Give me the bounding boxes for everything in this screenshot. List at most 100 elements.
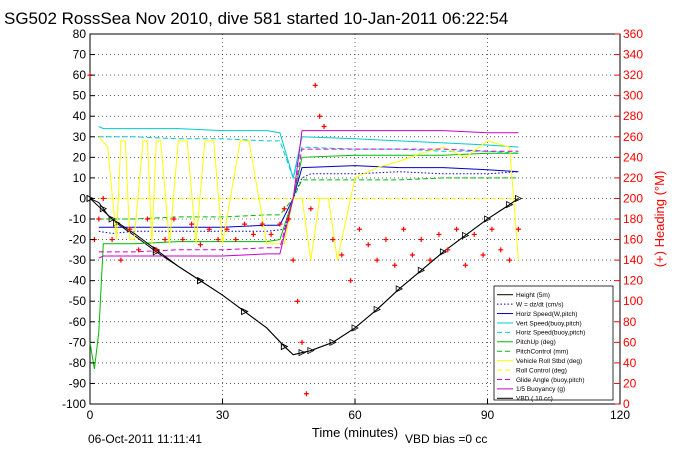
legend-label: Vehicle Roll Stbd (deg) (516, 358, 582, 365)
data-point (280, 342, 289, 351)
right-tick-label: 240 (623, 150, 643, 164)
legend-box (493, 285, 614, 401)
data-point (86, 194, 94, 203)
heading-point (330, 237, 336, 243)
heading-point (268, 231, 274, 237)
heading-point (189, 221, 195, 227)
heading-point (392, 262, 398, 268)
right-axis-ticks: 3603403203002802602402202001801601401201… (615, 27, 643, 411)
heading-point (489, 226, 495, 232)
data-point (298, 348, 306, 357)
x-axis-label: Time (minutes) (312, 425, 398, 440)
heading-point (317, 113, 323, 119)
legend-label: PitchControl (mm) (516, 349, 568, 356)
heading-point (295, 298, 301, 304)
left-tick-label: -40 (69, 274, 87, 288)
x-tick-label: 60 (348, 408, 362, 422)
right-tick-label: 360 (623, 27, 643, 41)
heading-point (365, 242, 371, 248)
data-point (506, 200, 514, 209)
x-axis-ticks: 0 30 60 90 120 (87, 399, 630, 422)
legend-label: Vert Speed(buoy,pitch) (516, 320, 582, 327)
heading-point (242, 221, 248, 227)
heading-point (224, 226, 230, 232)
left-tick-label: -60 (69, 315, 87, 329)
legend-label: Roll Control (deg) (516, 367, 567, 374)
right-tick-label: 280 (623, 109, 643, 123)
heading-point (409, 252, 415, 258)
right-tick-label: 0 (623, 397, 630, 411)
legend-label: Height (5m) (516, 292, 550, 299)
left-tick-label: -80 (69, 356, 87, 370)
right-tick-label: 260 (623, 130, 643, 144)
series-horz_buoy (98, 136, 519, 180)
heading-point (471, 231, 477, 237)
heading-point (286, 216, 292, 222)
heading-point (515, 226, 521, 232)
left-tick-label: -50 (69, 294, 87, 308)
legend-label: VBD ( 10 cc) (516, 396, 553, 403)
data-point (395, 285, 404, 293)
right-tick-label: 300 (623, 89, 643, 103)
heading-point (427, 257, 433, 263)
heading-point (339, 252, 345, 258)
data-point (197, 277, 205, 285)
footer-date: 06-Oct-2011 11:11:41 (88, 432, 202, 446)
left-tick-label: 70 (73, 48, 87, 62)
data-point (307, 346, 315, 355)
data-point (351, 324, 359, 332)
series-vert_buoy (98, 126, 519, 179)
x-tick-label: 30 (216, 408, 230, 422)
chart-title: SG502 RossSea Nov 2010, dive 581 started… (4, 9, 508, 28)
left-tick-label: -70 (69, 335, 87, 349)
heading-point (162, 237, 168, 243)
heading-point (308, 206, 314, 212)
data-point (462, 231, 470, 240)
series-roll (98, 136, 519, 261)
heading-point (277, 221, 283, 227)
right-tick-label: 160 (623, 233, 643, 247)
series-buoy (98, 130, 519, 259)
legend-label: Horiz Speed(W,pitch) (516, 311, 577, 318)
heading-point (127, 226, 133, 232)
heading-point (100, 195, 106, 201)
heading-point (299, 339, 305, 345)
left-tick-label: 50 (73, 89, 87, 103)
right-axis-label: (+) Heading (°M) (652, 171, 667, 268)
heading-point (118, 257, 124, 263)
heading-point (96, 216, 102, 222)
heading-point (250, 231, 256, 237)
heading-point (374, 257, 380, 263)
left-tick-label: 10 (73, 171, 87, 185)
heading-point (462, 262, 468, 268)
heading-point (215, 237, 221, 243)
legend-label: 1/5 Buoyancy (g) (516, 386, 565, 393)
heading-point (418, 237, 424, 243)
heading-point (454, 226, 460, 232)
right-tick-label: 80 (623, 315, 637, 329)
left-tick-label: -30 (69, 253, 87, 267)
legend-label: Horiz Speed(buoy,pitch) (516, 330, 585, 337)
heading-point (259, 221, 265, 227)
heading-point (109, 237, 115, 243)
data-point (373, 305, 381, 314)
legend-label: PitchUp (deg) (516, 339, 556, 346)
left-tick-label: 40 (73, 109, 87, 123)
series-pitch_up (89, 152, 519, 370)
heading-point (144, 216, 150, 222)
heading-point (401, 226, 407, 232)
left-tick-label: 60 (73, 68, 87, 82)
heading-point (206, 226, 212, 232)
heading-point (171, 216, 177, 222)
heading-point (303, 391, 309, 397)
heading-point (321, 124, 327, 129)
data-point (417, 266, 426, 275)
heading-point (290, 257, 296, 263)
series-layer (86, 126, 523, 370)
data-point (515, 194, 523, 203)
data-point (484, 215, 492, 223)
legend: Height (5m) W = dz/dt (cm/s) Horiz Speed(W… (493, 285, 614, 403)
right-tick-label: 100 (623, 294, 643, 308)
series-heading (87, 72, 521, 397)
data-point (108, 215, 116, 223)
